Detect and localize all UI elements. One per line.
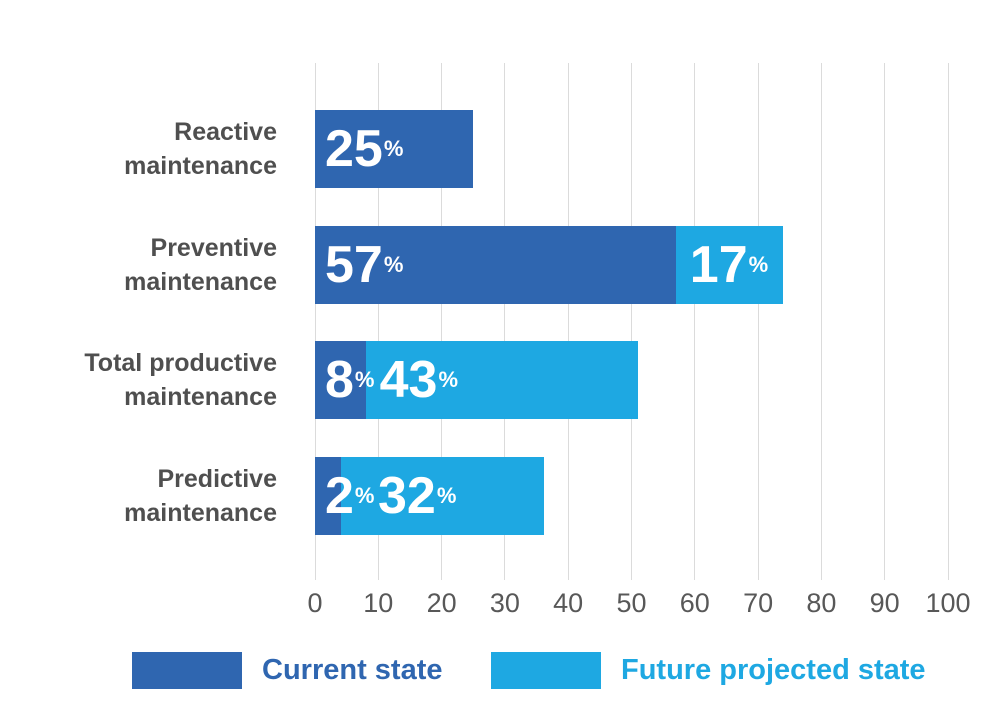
value-label-current-state: 2%: [325, 457, 374, 535]
value-label-future-projected-state: 43%: [380, 341, 458, 419]
category-label: Predictive maintenance: [0, 462, 277, 530]
gridline-10: [377, 63, 379, 580]
x-tick-70: 70: [743, 588, 774, 618]
bar-value: 25: [325, 120, 383, 178]
legend-label-current-state: Current state: [262, 654, 443, 686]
category-label-line: maintenance: [124, 498, 277, 527]
percent-sign: %: [383, 136, 404, 161]
segment-future-projected-state: [675, 225, 784, 304]
bar-row: 8% 43%: [315, 341, 948, 419]
gridline-30: [504, 63, 506, 580]
value-label-current-state: 57%: [325, 226, 403, 304]
value-label-future-projected-state: 32%: [378, 457, 456, 535]
bar-value: 57: [325, 235, 383, 294]
segment-current-state: [315, 341, 366, 419]
bar-value: 43: [379, 351, 438, 409]
category-label-line: Predictive: [157, 464, 277, 493]
segment-future-projected-state: [341, 456, 544, 535]
segment-future-projected-state: [365, 341, 638, 419]
segment-current-state: [315, 456, 341, 535]
value-label-current-state: 8%: [325, 341, 374, 419]
category-label: Total productive maintenance: [0, 346, 277, 414]
legend-swatch-future-projected-state: [491, 652, 601, 689]
bar-row: 25%: [315, 110, 948, 188]
legend-label-future-projected-state: Future projected state: [621, 654, 926, 686]
legend-swatch-current-state: [132, 652, 242, 689]
percent-sign: %: [354, 367, 375, 392]
gridline-90: [884, 63, 886, 580]
bar-value: 8: [325, 351, 354, 409]
bar-value: 17: [689, 235, 748, 294]
gridline-40: [567, 63, 569, 580]
gridline-0: [314, 63, 316, 580]
gridline-20: [441, 63, 443, 580]
x-tick-80: 80: [806, 588, 837, 618]
x-tick-30: 30: [489, 588, 520, 618]
gridline-100: [947, 63, 949, 580]
x-tick-20: 20: [426, 588, 457, 618]
value-label-future-projected-state: 17%: [690, 226, 768, 304]
category-label-line: maintenance: [124, 152, 277, 180]
bar-row: 57% 17%: [315, 225, 948, 304]
bar-value: 2: [325, 466, 354, 525]
x-tick-10: 10: [363, 588, 394, 618]
category-label: Reactive maintenance: [0, 115, 277, 183]
category-label-line: Total productive: [84, 349, 277, 377]
gridline-60: [694, 63, 696, 580]
percent-sign: %: [748, 251, 769, 277]
percent-sign: %: [383, 251, 404, 277]
category-label: Preventive maintenance: [0, 231, 277, 299]
category-label-line: maintenance: [124, 383, 277, 411]
percent-sign: %: [354, 482, 375, 508]
percent-sign: %: [436, 482, 457, 508]
category-label-line: Preventive: [150, 233, 277, 262]
gridline-50: [631, 63, 632, 580]
segment-current-state: [315, 110, 474, 188]
segment-current-state: [315, 225, 676, 304]
x-tick-90: 90: [869, 588, 900, 618]
value-label-current-state: 25%: [325, 110, 403, 188]
gridline-70: [757, 63, 759, 580]
x-tick-0: 0: [307, 588, 323, 618]
gridline-80: [820, 63, 822, 580]
category-label-line: Reactive: [174, 118, 277, 146]
percent-sign: %: [438, 367, 459, 392]
x-tick-60: 60: [679, 588, 710, 618]
x-tick-40: 40: [553, 588, 584, 618]
bar-row: 2% 32%: [315, 456, 948, 535]
bar-value: 32: [378, 466, 436, 525]
x-tick-100: 100: [925, 588, 971, 618]
category-label-line: maintenance: [124, 267, 277, 296]
x-tick-50: 50: [616, 588, 647, 618]
